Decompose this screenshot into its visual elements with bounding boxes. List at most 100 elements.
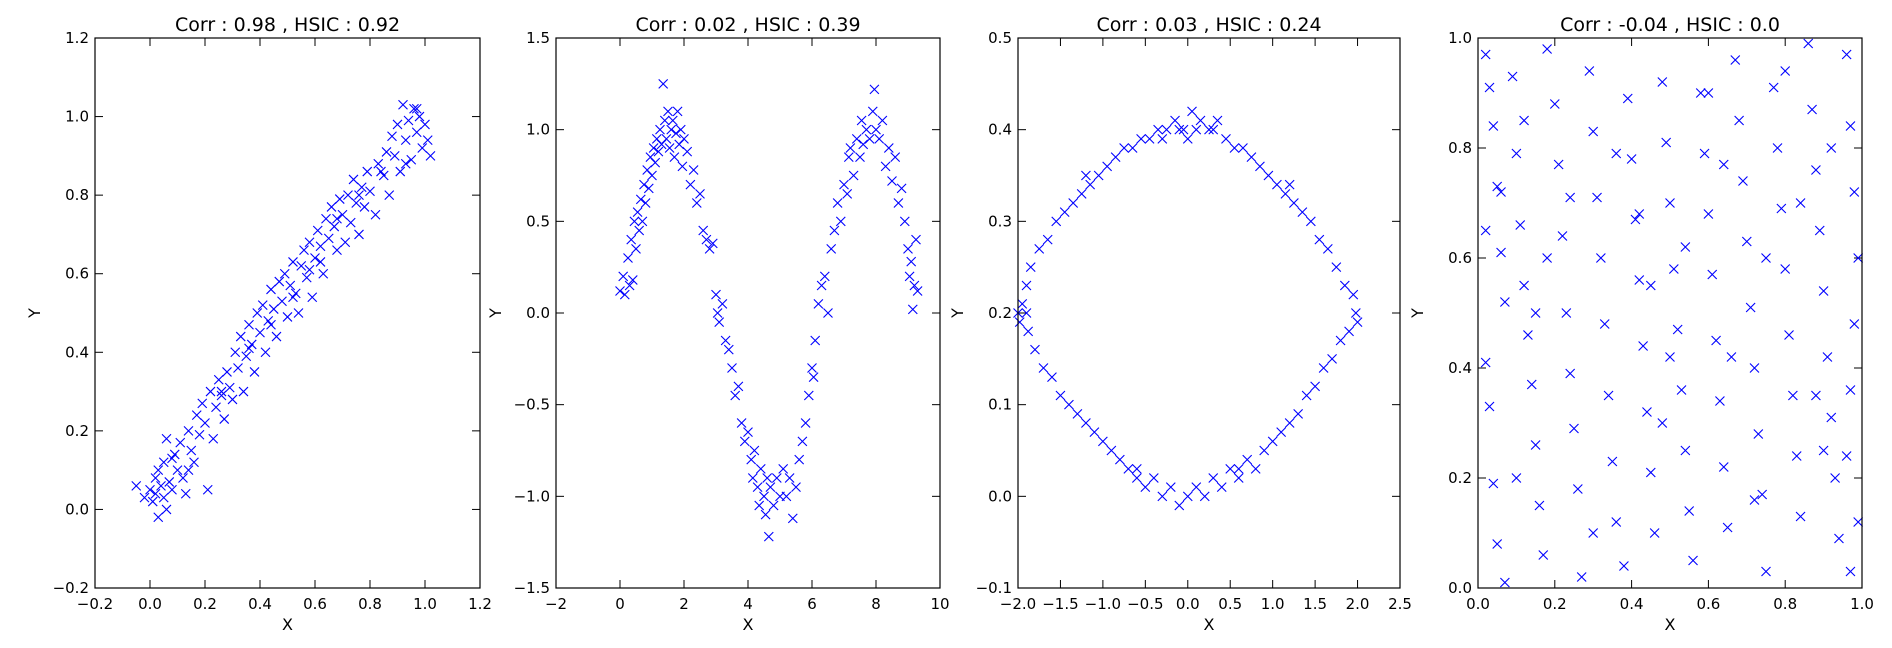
data-point [746, 454, 757, 465]
data-point [1335, 335, 1346, 346]
data-point [312, 225, 323, 236]
data-point [285, 280, 296, 291]
data-point [1144, 133, 1155, 144]
data-point [1553, 159, 1564, 170]
data-point [230, 347, 241, 358]
data-point [307, 292, 318, 303]
data-point [1165, 482, 1176, 493]
data-point [1331, 262, 1342, 273]
data-point [842, 188, 853, 199]
x-tick-label: 2.0 [1346, 595, 1370, 613]
x-tick-label: 0.6 [303, 595, 327, 613]
data-point [619, 289, 630, 300]
data-point [1488, 478, 1499, 489]
data-point [257, 300, 268, 311]
data-point [1834, 533, 1844, 544]
data-point [1619, 561, 1629, 571]
data-point [191, 410, 202, 421]
data-point [1649, 528, 1660, 538]
data-point [1301, 390, 1312, 401]
data-point [1496, 247, 1506, 258]
x-tick-label: 2 [679, 595, 689, 613]
data-point [1480, 357, 1491, 368]
data-point [362, 166, 373, 177]
data-point [329, 221, 340, 232]
axis-ticks: −2 0 2 4 6 8 10 −1.5 −1.0 −0.5 0.0 0.5 1.0 1.5 [514, 29, 950, 613]
data-point [1699, 148, 1710, 159]
data-point [1157, 491, 1168, 502]
y-tick-label: 0.2 [65, 422, 89, 440]
subplot-uniform: Corr : -0.04 , HSIC : 0.0 X Y 0.0 0.2 0.4 0… [1408, 14, 1874, 634]
data-point [650, 157, 661, 168]
x-tick-label: 0.4 [248, 595, 272, 613]
data-point [1208, 473, 1219, 483]
data-point [771, 473, 782, 483]
y-tick-label: 0.0 [1448, 579, 1472, 597]
data-point [1849, 319, 1860, 329]
subplot-title: Corr : 0.98 , HSIC : 0.92 [175, 14, 400, 36]
data-point [1072, 408, 1083, 419]
data-point [747, 473, 758, 483]
subplot-title: Corr : 0.02 , HSIC : 0.39 [635, 14, 860, 36]
data-point [274, 276, 285, 287]
subplot-circle: Corr : 0.03 , HSIC : 0.24 X Y −2.0 −1.5 −1… [948, 14, 1412, 634]
data-point [1657, 77, 1668, 87]
data-point [351, 198, 362, 208]
y-tick-label: 0.1 [988, 396, 1012, 414]
data-point [1499, 577, 1510, 588]
data-point [1830, 473, 1841, 483]
data-point [296, 260, 307, 271]
x-tick-label: 6 [807, 595, 817, 613]
data-point [1484, 401, 1495, 412]
data-point [675, 124, 686, 135]
x-tick-label: 0.5 [1218, 595, 1242, 613]
data-point [1051, 216, 1062, 227]
data-point [808, 372, 819, 383]
data-point [1780, 264, 1791, 274]
data-point [370, 209, 381, 220]
data-point [376, 166, 386, 177]
data-point [1216, 482, 1227, 493]
data-point [624, 280, 635, 291]
data-point [787, 513, 798, 524]
data-point [752, 482, 763, 493]
x-tick-label: −0.2 [77, 595, 113, 613]
data-point [634, 225, 645, 236]
data-point [1807, 104, 1817, 115]
data-point [1081, 170, 1091, 181]
data-point [816, 280, 827, 291]
data-point [1845, 566, 1856, 577]
data-point [1114, 454, 1125, 465]
data-point [301, 272, 312, 283]
data-point [855, 152, 865, 163]
data-point [647, 170, 657, 181]
data-point [213, 374, 224, 385]
data-point [200, 418, 210, 428]
y-tick-label: 0.2 [1448, 469, 1472, 487]
data-point [1511, 473, 1522, 483]
data-point [1749, 363, 1760, 373]
data-point [1161, 124, 1172, 135]
y-tick-label: 0.0 [988, 487, 1012, 505]
data-point [1238, 143, 1248, 153]
x-axis-label: X [282, 615, 293, 634]
data-point [400, 158, 411, 169]
y-tick-label: 0.8 [1448, 139, 1472, 157]
x-tick-label: −2 [545, 595, 567, 613]
data-point [1818, 286, 1829, 296]
data-point [323, 233, 334, 244]
x-tick-label: 0.0 [138, 595, 162, 613]
data-point [1803, 38, 1814, 49]
data-point [150, 473, 161, 483]
scatter-points [1480, 38, 1864, 588]
data-point [1272, 179, 1282, 190]
data-point [1017, 298, 1028, 309]
data-point [695, 188, 705, 199]
data-point [637, 216, 648, 227]
data-point [1055, 390, 1066, 401]
data-point [677, 161, 688, 172]
data-point [1607, 456, 1618, 467]
data-point [1174, 500, 1185, 511]
data-point [1680, 242, 1691, 252]
data-point [1293, 408, 1304, 419]
